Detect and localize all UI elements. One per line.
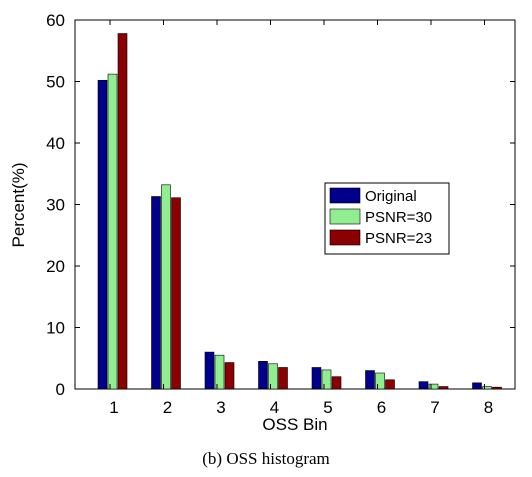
bar-psnr-30-bin-3 bbox=[214, 354, 225, 390]
bar-psnr-30-bin-8 bbox=[482, 386, 492, 390]
y-tick-label: 20 bbox=[46, 257, 65, 276]
bar-psnr-23-bin-6 bbox=[385, 379, 395, 390]
bar-original-bin-1 bbox=[97, 79, 108, 390]
bar-original-bin-7 bbox=[418, 381, 429, 390]
bar-original-bin-4 bbox=[258, 361, 268, 390]
legend-swatch bbox=[329, 208, 361, 225]
bar-psnr-23-bin-1 bbox=[117, 33, 128, 390]
bar-original-bin-5 bbox=[311, 367, 322, 390]
bar-psnr-23-bin-2 bbox=[171, 197, 181, 390]
y-axis-label: Percent(%) bbox=[9, 162, 28, 247]
legend-label: Original bbox=[365, 188, 417, 205]
bar-psnr-30-bin-7 bbox=[428, 383, 439, 390]
bar-psnr-23-bin-7 bbox=[438, 386, 449, 390]
x-tick-label: 3 bbox=[216, 398, 225, 417]
y-tick-label: 40 bbox=[46, 134, 65, 153]
bar-original-bin-6 bbox=[365, 370, 375, 390]
bar-psnr-30-bin-2 bbox=[161, 184, 171, 390]
figure-caption: (b) OSS histogram bbox=[202, 449, 330, 468]
x-axis: 1 2 3 4 5 6 7 8 bbox=[109, 20, 493, 417]
bars-group bbox=[97, 33, 502, 390]
y-tick-label: 10 bbox=[46, 319, 65, 338]
bar-psnr-30-bin-4 bbox=[268, 363, 278, 390]
x-tick-label: 1 bbox=[109, 398, 118, 417]
y-axis: 0 10 20 30 40 50 60 bbox=[46, 11, 515, 399]
legend-label: PSNR=23 bbox=[365, 230, 432, 247]
x-tick-label: 2 bbox=[163, 398, 172, 417]
bar-psnr-23-bin-8 bbox=[492, 386, 502, 390]
legend-swatch bbox=[329, 187, 361, 204]
bar-psnr-30-bin-1 bbox=[107, 73, 118, 390]
x-tick-label: 7 bbox=[430, 398, 439, 417]
bar-psnr-23-bin-4 bbox=[278, 367, 288, 390]
legend-label: PSNR=30 bbox=[365, 209, 432, 226]
legend: Original PSNR=30 PSNR=23 bbox=[324, 182, 450, 255]
x-tick-label: 8 bbox=[484, 398, 493, 417]
x-tick-label: 6 bbox=[377, 398, 386, 417]
bar-original-bin-3 bbox=[204, 351, 215, 390]
bar-original-bin-2 bbox=[151, 196, 161, 390]
bar-psnr-30-bin-5 bbox=[321, 369, 332, 390]
x-tick-label: 5 bbox=[323, 398, 332, 417]
bar-psnr-23-bin-3 bbox=[224, 362, 235, 390]
y-tick-label: 30 bbox=[46, 196, 65, 215]
bar-original-bin-8 bbox=[472, 382, 482, 390]
bar-psnr-23-bin-5 bbox=[331, 376, 342, 390]
legend-swatch bbox=[329, 229, 361, 246]
bar-psnr-30-bin-6 bbox=[375, 372, 385, 390]
x-tick-label: 4 bbox=[270, 398, 279, 417]
x-axis-label: OSS Bin bbox=[262, 415, 327, 434]
y-tick-label: 50 bbox=[46, 73, 65, 92]
y-tick-label: 60 bbox=[46, 11, 65, 30]
y-tick-label: 0 bbox=[56, 380, 65, 399]
